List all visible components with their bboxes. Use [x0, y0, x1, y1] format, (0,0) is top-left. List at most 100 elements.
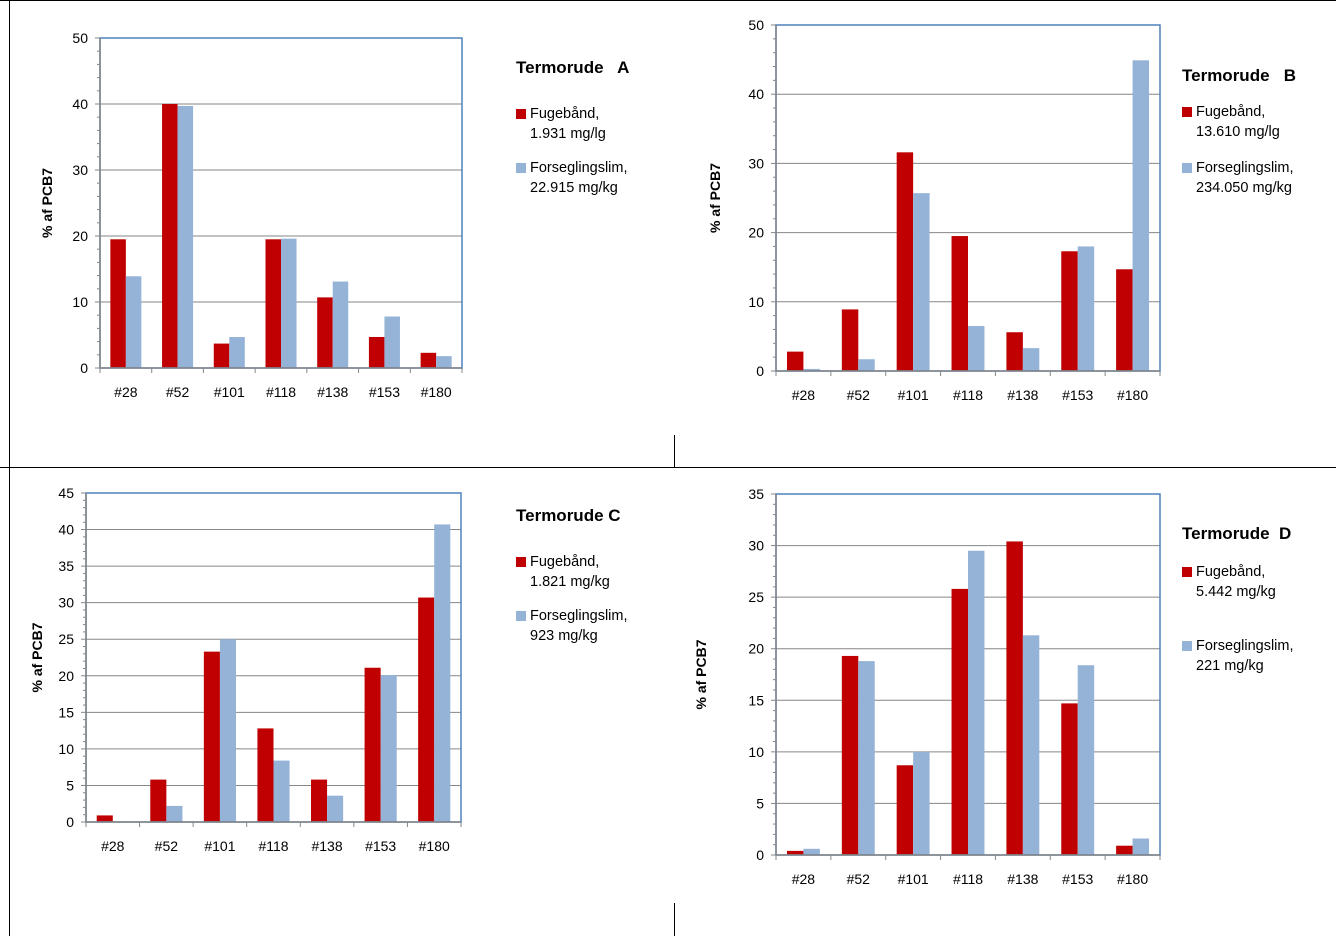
y-tick-label: 30 — [72, 162, 88, 178]
x-tick-label: #153 — [369, 384, 400, 400]
legend-sub-label: 1.821 mg/kg — [530, 574, 610, 590]
chart-b-legend: Termorude B Fugebånd, 13.610 mg/lg Forse… — [1182, 66, 1296, 198]
bar-fugebaand-153 — [364, 667, 381, 822]
bar-forseglingslim-180 — [434, 524, 451, 822]
forseglingslim-swatch — [1182, 641, 1192, 651]
y-tick-label: 50 — [748, 17, 764, 33]
chart-c-plot: 0 5 10 15 20 25 30 35 40 45 #28 #52 #101 #118 #138 #153… — [29, 485, 462, 854]
x-tick-label: #52 — [847, 387, 871, 403]
legend-item-forseglingslim: Forseglingslim, 923 mg/kg — [516, 606, 628, 646]
bar-fugebaand-28 — [96, 815, 113, 822]
x-tick-label: #118 — [953, 387, 983, 403]
bar-fugebaand-101 — [896, 152, 914, 371]
bar-forseglingslim-180 — [1132, 838, 1150, 855]
x-tick-label: #153 — [365, 838, 396, 854]
x-tick-label: #28 — [792, 871, 816, 887]
frame-middle-line — [0, 467, 1336, 468]
bar-forseglingslim-118 — [968, 550, 985, 855]
bar-fugebaand-28 — [110, 239, 126, 368]
chart-a-legend: Termorude A Fugebånd, 1.931 mg/lg Forseg… — [516, 58, 629, 198]
x-tick-label: #101 — [898, 387, 929, 403]
legend-item-fugebaand: Fugebånd, 1.821 mg/kg — [516, 552, 628, 592]
bar-fugebaand-52 — [841, 655, 859, 855]
y-tick-label: 30 — [748, 155, 764, 171]
legend-label: Forseglingslim, — [530, 160, 628, 176]
x-tick-label: #180 — [421, 384, 452, 400]
legend-label: Fugebånd, — [1196, 104, 1266, 120]
bar-fugebaand-180 — [1116, 845, 1133, 855]
y-tick-label: 0 — [80, 360, 88, 376]
y-tick-label: 35 — [748, 486, 764, 502]
legend-label: Fugebånd, — [1196, 564, 1266, 580]
forseglingslim-swatch — [516, 163, 526, 173]
chart-a-plot: 0 10 20 30 40 50 #28 #52 #101 #118 #138 #153 #180 % a… — [39, 30, 463, 400]
x-tick-label: #101 — [898, 871, 929, 887]
x-tick-label: #101 — [204, 838, 235, 854]
bar-forseglingslim-52 — [858, 661, 875, 855]
chart-panel-a: 0 10 20 30 40 50 #28 #52 #101 #118 #138 #153 #180 % a… — [0, 0, 670, 465]
legend-sub-label: 13.610 mg/lg — [1196, 124, 1280, 140]
bar-fugebaand-138 — [1006, 332, 1023, 371]
x-tick-label: #28 — [792, 387, 816, 403]
bar-fugebaand-52 — [841, 309, 859, 371]
bar-fugebaand-52 — [162, 104, 178, 368]
legend-sub-label: 22.915 mg/kg — [530, 180, 618, 196]
bar-forseglingslim-101 — [229, 336, 245, 368]
bar-fugebaand-28 — [786, 850, 804, 855]
bar-fugebaand-101 — [213, 343, 230, 368]
y-tick-label: 20 — [58, 668, 74, 684]
x-tick-label: #180 — [1117, 387, 1148, 403]
x-tick-label: #118 — [953, 871, 983, 887]
bar-fugebaand-101 — [896, 765, 914, 855]
bar-forseglingslim-180 — [436, 356, 452, 368]
bar-forseglingslim-153 — [384, 316, 400, 368]
frame-divider-top — [674, 435, 675, 468]
bar-forseglingslim-52 — [177, 105, 194, 368]
y-tick-label: 0 — [756, 847, 764, 863]
bar-fugebaand-180 — [420, 352, 437, 368]
y-tick-label: 10 — [748, 294, 764, 310]
bar-fugebaand-153 — [368, 336, 385, 368]
x-tick-label: #52 — [847, 871, 871, 887]
y-tick-label: 20 — [72, 228, 88, 244]
y-axis-label: % af PCB7 — [707, 163, 723, 233]
bar-forseglingslim-153 — [380, 675, 397, 822]
chart-b-title: Termorude B — [1182, 66, 1296, 85]
bar-fugebaand-180 — [1116, 269, 1133, 371]
bar-forseglingslim-28 — [125, 276, 142, 368]
bar-forseglingslim-118 — [281, 238, 297, 368]
fugebaand-swatch — [1182, 107, 1192, 117]
y-tick-label: 20 — [748, 225, 764, 241]
x-tick-label: #101 — [214, 384, 245, 400]
legend-item-forseglingslim: Forseglingslim, 22.915 mg/kg — [516, 158, 629, 198]
x-tick-label: #153 — [1062, 387, 1093, 403]
bar-forseglingslim-101 — [219, 639, 236, 822]
x-tick-label: #118 — [266, 384, 296, 400]
legend-label: Forseglingslim, — [1196, 638, 1294, 654]
bar-forseglingslim-28 — [803, 848, 820, 855]
bar-forseglingslim-52 — [166, 805, 183, 822]
x-tick-label: #138 — [1007, 871, 1038, 887]
y-tick-label: 20 — [748, 641, 764, 657]
bar-fugebaand-138 — [1006, 541, 1023, 855]
legend-item-fugebaand: Fugebånd, 5.442 mg/kg — [1182, 562, 1294, 602]
y-tick-label: 15 — [58, 704, 74, 720]
forseglingslim-swatch — [1182, 163, 1192, 173]
legend-sub-label: 1.931 mg/lg — [530, 126, 606, 142]
legend-item-fugebaand: Fugebånd, 1.931 mg/lg — [516, 104, 629, 144]
x-tick-label: #153 — [1062, 871, 1093, 887]
x-tick-label: #138 — [317, 384, 348, 400]
x-tick-label: #180 — [419, 838, 450, 854]
frame-left-line — [9, 0, 10, 936]
y-tick-label: 30 — [748, 538, 764, 554]
y-tick-label: 10 — [748, 744, 764, 760]
chart-c-legend: Termorude C Fugebånd, 1.821 mg/kg Forseg… — [516, 506, 628, 646]
bar-fugebaand-118 — [951, 588, 968, 855]
bar-forseglingslim-28 — [803, 368, 820, 371]
y-tick-label: 25 — [748, 589, 764, 605]
bar-fugebaand-180 — [418, 597, 435, 822]
bar-forseglingslim-153 — [1077, 665, 1095, 855]
chart-c-title: Termorude C — [516, 506, 621, 525]
legend-sub-label: 234.050 mg/kg — [1196, 180, 1292, 196]
